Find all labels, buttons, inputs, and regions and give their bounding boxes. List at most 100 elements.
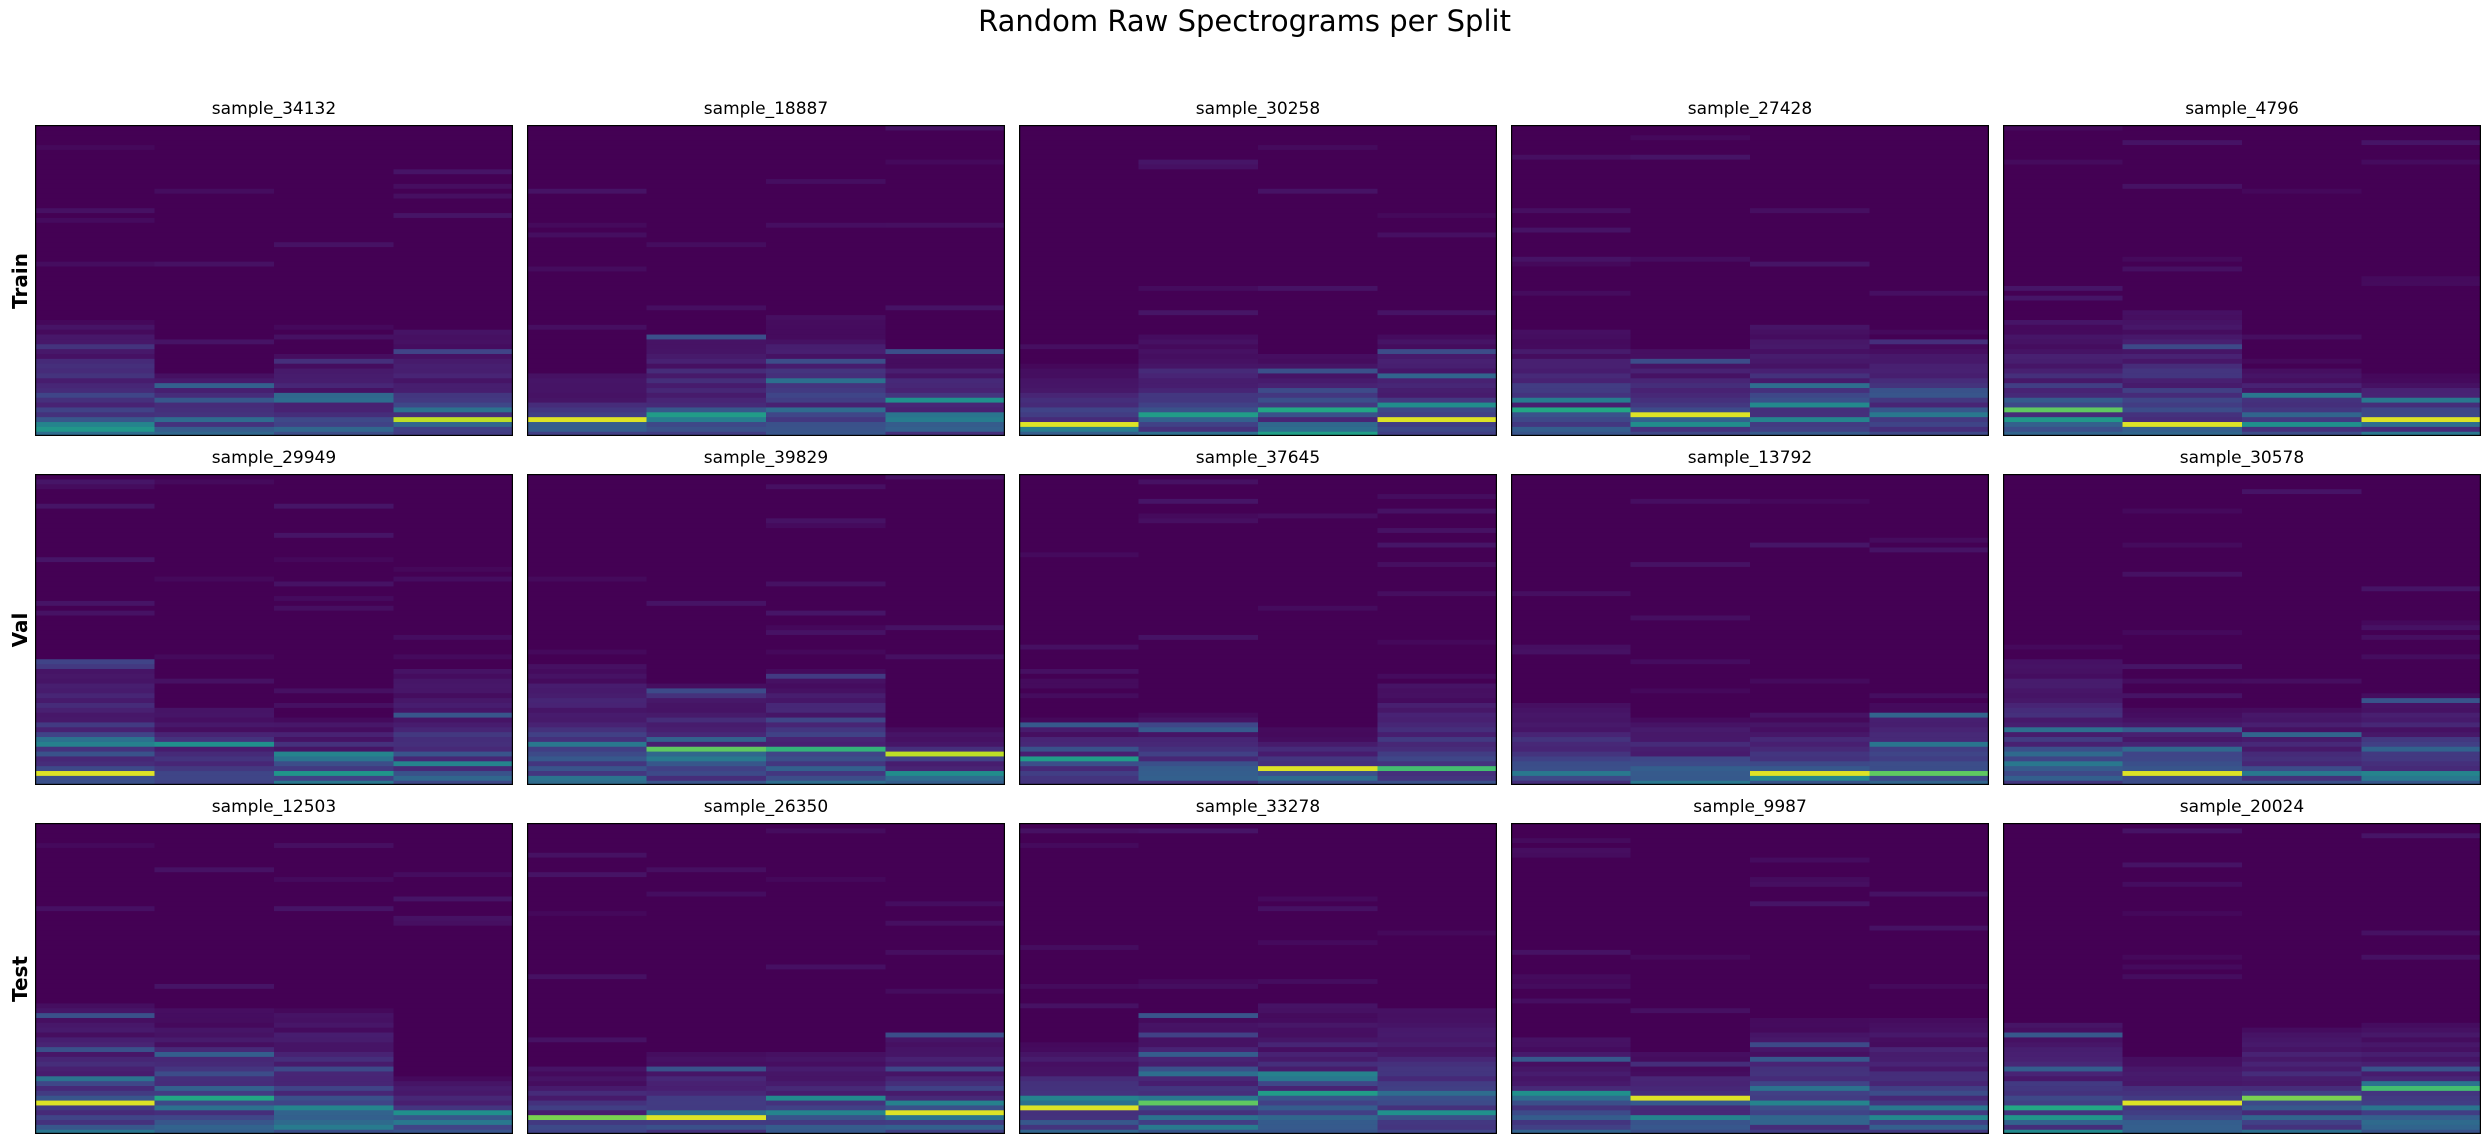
spectrogram-cell xyxy=(393,392,513,398)
spectrogram-cell xyxy=(2003,585,2124,592)
spectrogram-cell xyxy=(1869,285,1989,291)
spectrogram-cell xyxy=(1869,910,1989,916)
spectrogram-cell xyxy=(393,227,513,233)
spectrogram-cell xyxy=(2122,900,2243,907)
spectrogram-cell xyxy=(1869,1095,1989,1101)
spectrogram-cell xyxy=(1138,881,1259,887)
spectrogram-cell xyxy=(1138,532,1259,538)
spectrogram-cell xyxy=(35,542,156,548)
spectrogram-cell xyxy=(766,401,887,408)
spectrogram-cell xyxy=(1511,149,1632,155)
spectrogram-cell xyxy=(646,827,767,834)
spectrogram-cell xyxy=(2122,304,2243,311)
spectrogram-cell xyxy=(1750,629,1871,635)
spectrogram-cell xyxy=(2242,421,2363,427)
spectrogram-cell xyxy=(393,741,513,747)
spectrogram-cell xyxy=(1258,988,1379,994)
spectrogram-cell xyxy=(766,129,887,136)
spectrogram-cell xyxy=(1511,610,1632,616)
spectrogram-cell xyxy=(274,129,395,136)
spectrogram-cell xyxy=(766,1051,887,1057)
spectrogram-cell xyxy=(1869,295,1989,301)
spectrogram-cell xyxy=(1750,488,1871,495)
spectrogram-cell xyxy=(2003,682,2124,689)
spectrogram-cell xyxy=(527,416,648,423)
spectrogram-cell xyxy=(2122,188,2243,194)
spectrogram-cell xyxy=(1630,546,1751,553)
spectrogram-cell xyxy=(885,726,1005,733)
spectrogram-cell xyxy=(527,149,648,155)
spectrogram-cell xyxy=(766,886,887,892)
spectrogram-cell xyxy=(1750,377,1871,384)
spectrogram-cell xyxy=(2003,658,2124,665)
spectrogram-cell xyxy=(766,1017,887,1023)
spectrogram-cell xyxy=(527,644,648,650)
spectrogram-cell xyxy=(1869,270,1989,277)
spectrogram-cell xyxy=(1019,295,1140,301)
spectrogram-cell xyxy=(1869,207,1989,214)
spectrogram-cell xyxy=(1258,910,1379,916)
spectrogram-cell xyxy=(766,1046,887,1052)
spectrogram-cell xyxy=(646,881,767,887)
spectrogram-cell xyxy=(527,188,648,194)
spectrogram-cell xyxy=(2122,1114,2243,1121)
spectrogram-cell xyxy=(1511,891,1632,897)
spectrogram-cell xyxy=(646,493,767,499)
spectrogram-cell xyxy=(1019,488,1140,495)
spectrogram-cell xyxy=(1511,227,1632,233)
spectrogram-cell xyxy=(2361,1080,2481,1087)
spectrogram-cell xyxy=(1750,561,1871,567)
spectrogram-panel: sample_12503 xyxy=(35,797,513,1134)
spectrogram-cell xyxy=(1377,934,1497,941)
spectrogram-cell xyxy=(1630,212,1751,218)
spectrogram-cell xyxy=(393,1036,513,1043)
spectrogram-cell xyxy=(274,188,395,194)
spectrogram-cell xyxy=(646,653,767,660)
spectrogram-cell xyxy=(885,246,1005,252)
spectrogram-cell xyxy=(1138,546,1259,553)
spectrogram-cell xyxy=(1630,697,1751,703)
spectrogram-cell xyxy=(1630,299,1751,306)
spectrogram-cell xyxy=(274,619,395,626)
spectrogram-cell xyxy=(154,532,275,538)
spectrogram-cell xyxy=(2122,968,2243,975)
spectrogram-cell xyxy=(2003,1051,2124,1057)
spectrogram-cell xyxy=(1377,775,1497,781)
spectrogram-cell xyxy=(885,702,1005,708)
spectrogram-cell xyxy=(1019,343,1140,350)
spectrogram-cell xyxy=(2361,1027,2481,1033)
spectrogram-cell xyxy=(1138,861,1259,868)
spectrogram-cell xyxy=(1511,270,1632,277)
spectrogram-cell xyxy=(766,876,887,882)
spectrogram-cell xyxy=(1750,508,1871,514)
spectrogram-cell xyxy=(2122,770,2243,776)
spectrogram-cell xyxy=(1511,207,1632,214)
spectrogram-cell xyxy=(2122,658,2243,665)
spectrogram-cell xyxy=(2361,910,2481,916)
spectrogram-cell xyxy=(35,692,156,699)
spectrogram-cell xyxy=(274,163,395,170)
spectrogram-cell xyxy=(1869,149,1989,155)
spectrogram-cell xyxy=(1511,866,1632,873)
spectrogram-cell xyxy=(646,658,767,665)
spectrogram-cell xyxy=(1138,678,1259,684)
spectrogram-cell xyxy=(1869,426,1989,432)
spectrogram-cell xyxy=(35,397,156,403)
spectrogram-cell xyxy=(1750,736,1871,742)
spectrogram-cell xyxy=(1377,634,1497,640)
spectrogram-cell xyxy=(1377,1031,1497,1038)
spectrogram-cell xyxy=(154,895,275,902)
spectrogram-cell xyxy=(1258,891,1379,897)
spectrogram-cell xyxy=(1138,1124,1259,1130)
spectrogram-cell xyxy=(2361,614,2481,621)
spectrogram-cell xyxy=(1511,731,1632,738)
spectrogram-cell xyxy=(1138,590,1259,597)
spectrogram-cell xyxy=(1377,585,1497,592)
spectrogram-cell xyxy=(1138,891,1259,897)
spectrogram-cell xyxy=(527,309,648,316)
spectrogram-cell xyxy=(1377,624,1497,631)
spectrogram-cell xyxy=(1511,256,1632,262)
spectrogram-cell xyxy=(885,163,1005,170)
spectrogram-cell xyxy=(885,1027,1005,1033)
spectrogram-cell xyxy=(35,488,156,495)
